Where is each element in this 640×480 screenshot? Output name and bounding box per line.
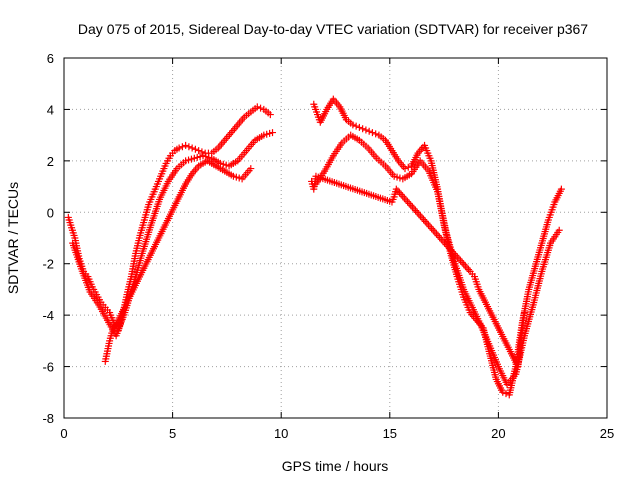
x-tick-label: 20 (491, 426, 505, 441)
data-point (269, 129, 277, 137)
y-tick-label: 0 (47, 205, 54, 220)
data-point (520, 309, 528, 317)
x-tick-label: 5 (169, 426, 176, 441)
y-tick-label: 4 (47, 102, 54, 117)
data-point (502, 390, 510, 398)
y-tick-label: -2 (42, 257, 54, 272)
x-axis-label: GPS time / hours (282, 458, 389, 474)
y-tick-label: -6 (42, 360, 54, 375)
data-point (247, 165, 255, 173)
data-point (401, 165, 409, 173)
data-point (359, 125, 367, 133)
data-point (253, 103, 261, 111)
y-axis-label: SDTVAR / TECUs (5, 182, 21, 294)
data-point (555, 226, 563, 234)
data-point (404, 163, 412, 171)
data-point (372, 130, 380, 138)
y-tick-label: 6 (47, 51, 54, 66)
x-tick-label: 0 (60, 426, 67, 441)
x-tick-label: 15 (383, 426, 397, 441)
series-trace-b (69, 129, 277, 340)
x-tick-labels: 0 5 10 15 20 25 (60, 426, 614, 441)
series-trace-f (308, 172, 528, 371)
data-point (355, 123, 363, 131)
data-points (64, 95, 565, 399)
series-trace-c (101, 157, 255, 365)
data-point (175, 144, 183, 152)
data-point (365, 127, 373, 135)
data-point (257, 104, 265, 112)
y-tick-label: -8 (42, 411, 54, 426)
y-tick-label: -4 (42, 308, 54, 323)
data-point (499, 388, 507, 396)
data-point (191, 145, 199, 153)
data-point (188, 144, 196, 152)
data-point (362, 126, 370, 134)
data-point (185, 143, 193, 151)
series-trace-e (312, 131, 563, 389)
data-point (368, 129, 376, 137)
data-point (198, 148, 206, 156)
series-trace-a (64, 103, 274, 335)
data-point (195, 147, 203, 155)
data-point (178, 143, 186, 151)
axis-ticks (63, 57, 608, 419)
data-point (557, 185, 565, 193)
data-point (352, 122, 360, 130)
data-point (349, 121, 357, 129)
x-tick-label: 25 (600, 426, 614, 441)
y-tick-label: 2 (47, 154, 54, 169)
chart-title: Day 075 of 2015, Sidereal Day-to-day VTE… (78, 21, 588, 37)
data-point (182, 141, 190, 149)
plot-frame (63, 57, 608, 419)
data-point (266, 111, 274, 119)
x-tick-label: 10 (274, 426, 288, 441)
y-tick-labels: -8 -6 -4 -2 0 2 4 6 (42, 51, 54, 426)
